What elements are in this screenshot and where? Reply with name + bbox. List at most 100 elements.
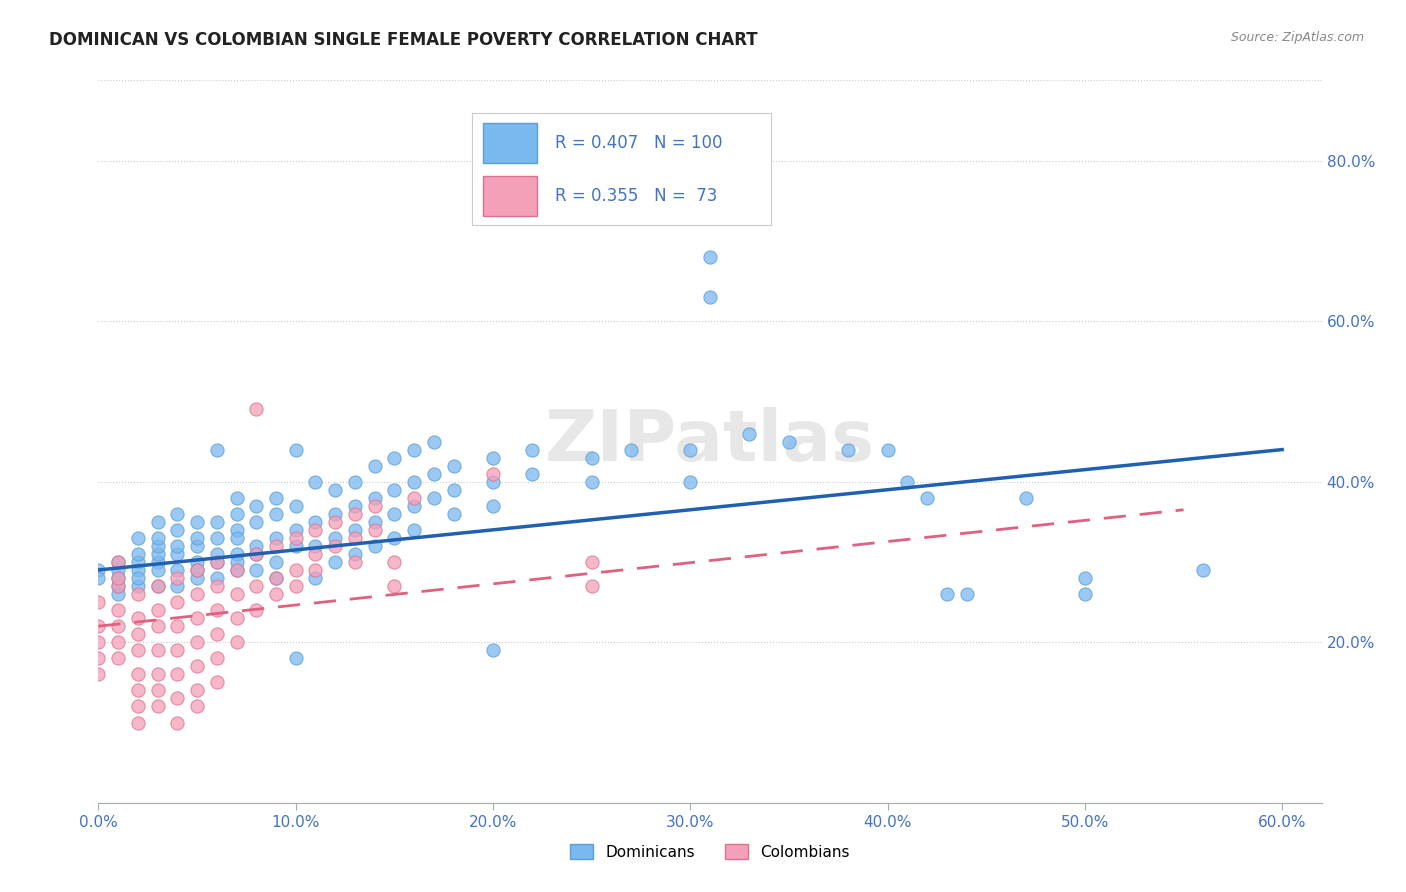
Point [146, 683, 169, 698]
Point [581, 555, 603, 569]
Point [186, 515, 208, 529]
Point [87, 619, 110, 633]
Legend: Dominicans, Colombians: Dominicans, Colombians [562, 836, 858, 867]
Point [1015, 491, 1038, 505]
Point [146, 531, 169, 545]
Point [482, 643, 505, 657]
Point [620, 442, 643, 457]
Point [127, 547, 149, 561]
Point [225, 635, 247, 649]
Point [225, 555, 247, 569]
Point [343, 531, 366, 545]
Point [245, 515, 267, 529]
Point [264, 507, 287, 521]
Point [284, 539, 307, 553]
Point [225, 563, 247, 577]
Point [225, 587, 247, 601]
Point [186, 635, 208, 649]
Point [107, 563, 129, 577]
Point [186, 563, 208, 577]
Point [423, 491, 446, 505]
Point [423, 467, 446, 481]
Point [225, 547, 247, 561]
Point [146, 563, 169, 577]
Point [166, 667, 188, 681]
Point [443, 458, 465, 473]
Point [699, 290, 721, 304]
Point [876, 442, 898, 457]
Point [225, 531, 247, 545]
Point [127, 587, 149, 601]
Point [245, 499, 267, 513]
Point [522, 442, 544, 457]
Point [186, 659, 208, 673]
Point [443, 507, 465, 521]
Point [127, 667, 149, 681]
Point [264, 531, 287, 545]
Point [127, 683, 149, 698]
Point [264, 587, 287, 601]
Point [264, 571, 287, 585]
Point [127, 571, 149, 585]
Point [186, 563, 208, 577]
Point [738, 426, 761, 441]
Point [443, 483, 465, 497]
Point [87, 563, 110, 577]
Point [284, 442, 307, 457]
Point [166, 523, 188, 537]
Point [363, 523, 385, 537]
Point [166, 691, 188, 706]
Point [482, 467, 505, 481]
Point [146, 547, 169, 561]
Point [581, 450, 603, 465]
Point [87, 635, 110, 649]
Point [323, 507, 346, 521]
Point [382, 579, 405, 593]
Point [127, 563, 149, 577]
Point [146, 667, 169, 681]
Point [343, 475, 366, 489]
Point [304, 571, 326, 585]
Point [205, 547, 228, 561]
Point [304, 563, 326, 577]
Point [225, 563, 247, 577]
Point [225, 611, 247, 625]
Point [935, 587, 957, 601]
Point [404, 475, 426, 489]
Point [166, 619, 188, 633]
Text: DOMINICAN VS COLOMBIAN SINGLE FEMALE POVERTY CORRELATION CHART: DOMINICAN VS COLOMBIAN SINGLE FEMALE POV… [49, 31, 758, 49]
Point [205, 555, 228, 569]
Point [205, 515, 228, 529]
Point [166, 563, 188, 577]
Point [363, 515, 385, 529]
Point [245, 563, 267, 577]
Point [581, 475, 603, 489]
Point [146, 515, 169, 529]
Point [166, 539, 188, 553]
Point [778, 434, 800, 449]
Point [146, 579, 169, 593]
Point [186, 611, 208, 625]
Point [482, 475, 505, 489]
Point [127, 579, 149, 593]
Point [146, 579, 169, 593]
Point [205, 627, 228, 641]
Point [482, 450, 505, 465]
Point [896, 475, 918, 489]
Point [245, 547, 267, 561]
Point [382, 483, 405, 497]
Point [166, 715, 188, 730]
Point [166, 547, 188, 561]
Point [304, 515, 326, 529]
Point [323, 555, 346, 569]
Point [837, 442, 859, 457]
Point [581, 579, 603, 593]
Point [1074, 587, 1097, 601]
Point [107, 635, 129, 649]
Point [186, 555, 208, 569]
Point [107, 619, 129, 633]
Point [87, 571, 110, 585]
Point [107, 651, 129, 665]
Point [404, 499, 426, 513]
Point [245, 539, 267, 553]
